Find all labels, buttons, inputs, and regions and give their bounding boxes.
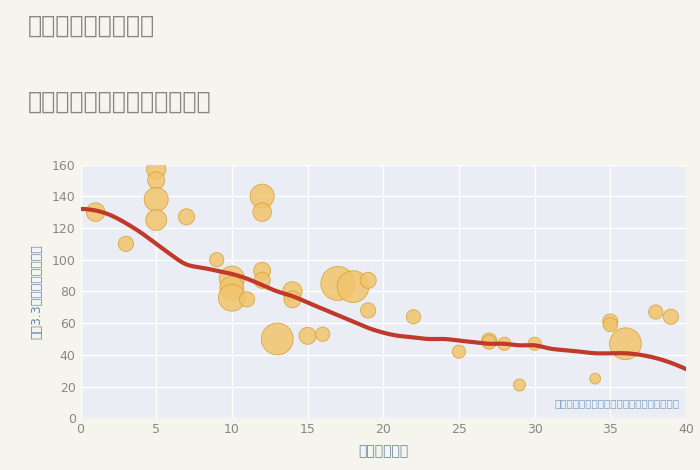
Point	[605, 318, 616, 325]
Point	[347, 283, 358, 290]
Point	[498, 340, 510, 347]
Point	[256, 267, 267, 274]
Point	[90, 208, 101, 216]
Point	[256, 208, 267, 216]
Point	[514, 381, 525, 389]
Point	[150, 196, 162, 203]
Point	[256, 276, 267, 284]
Point	[120, 240, 132, 248]
Point	[181, 213, 192, 220]
Point	[363, 276, 374, 284]
Point	[454, 348, 465, 355]
Point	[665, 313, 676, 321]
Point	[302, 332, 313, 339]
Point	[226, 275, 237, 282]
Point	[256, 192, 267, 200]
X-axis label: 築年数（年）: 築年数（年）	[358, 445, 408, 459]
Point	[241, 296, 253, 303]
Point	[484, 338, 495, 346]
Point	[408, 313, 419, 321]
Point	[605, 321, 616, 329]
Point	[287, 296, 298, 303]
Text: 円の大きさは、取引のあった物件面積を示す: 円の大きさは、取引のあった物件面積を示す	[555, 398, 680, 408]
Point	[226, 294, 237, 302]
Point	[211, 256, 223, 263]
Point	[529, 340, 540, 347]
Point	[363, 306, 374, 314]
Point	[317, 330, 328, 338]
Point	[484, 337, 495, 345]
Point	[272, 335, 283, 343]
Point	[150, 165, 162, 173]
Point	[620, 340, 631, 347]
Y-axis label: 坪（3.3㎡）単価（万円）: 坪（3.3㎡）単価（万円）	[30, 244, 43, 339]
Point	[650, 308, 662, 316]
Text: 奈良県奈良市横井の: 奈良県奈良市横井の	[28, 14, 155, 38]
Point	[332, 280, 344, 287]
Point	[287, 288, 298, 295]
Point	[226, 284, 237, 292]
Point	[150, 177, 162, 184]
Text: 築年数別中古マンション価格: 築年数別中古マンション価格	[28, 89, 211, 113]
Point	[150, 216, 162, 224]
Point	[589, 375, 601, 383]
